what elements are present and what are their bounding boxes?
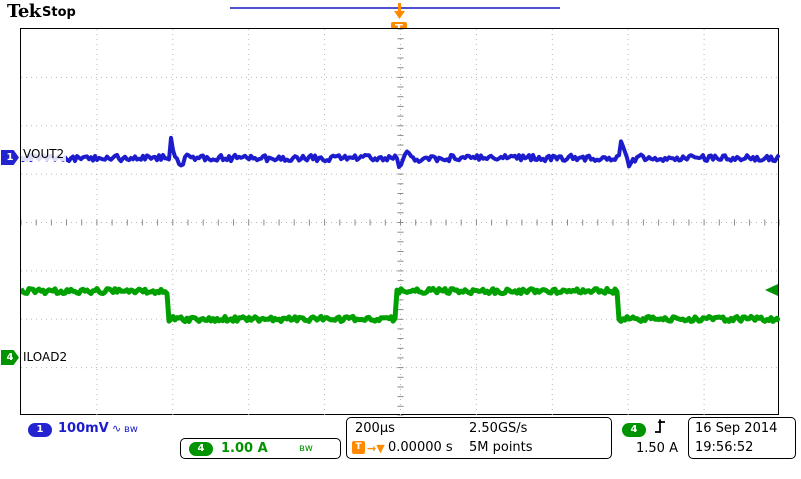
ch1-bandwidth-icon: ʙᴡ (124, 424, 138, 435)
date-readout: 16 Sep 2014 (695, 421, 778, 436)
time-readout: 19:56:52 (695, 440, 754, 455)
trigger-slope-rising-icon (655, 418, 665, 433)
horizontal-readout-box: 200µs 2.50GS/s T →▼ 0.00000 s 5M points (346, 417, 612, 459)
ch1-ac-coupling-icon: ∿ (112, 422, 122, 435)
timebase-readout: 200µs (355, 421, 395, 436)
ch4-scale-readout: 1.00 A (221, 441, 268, 456)
ch1-scale-readout: 100mV (58, 421, 109, 436)
trigger-t-icon: T (352, 441, 365, 454)
record-view-bar (230, 7, 560, 9)
trigger-source-badge: 4 (622, 423, 646, 437)
acquisition-status: Stop (42, 5, 76, 20)
trigger-level-readout: 1.50 A (636, 441, 678, 456)
trigger-position-readout: 0.00000 s (388, 440, 453, 455)
graticule (18, 28, 782, 417)
ch4-trace-label: ILOAD2 (21, 350, 70, 364)
trigger-position-arrow-icon (394, 3, 405, 19)
ch4-iload2-trace (18, 285, 782, 325)
ch4-bandwidth-icon: ʙᴡ (299, 443, 313, 454)
sample-rate-readout: 2.50GS/s (469, 421, 528, 436)
ch1-trace-label: VOUT2 (21, 147, 67, 161)
graticule-grid (20, 28, 781, 417)
ch1-position-marker: 1 (1, 150, 19, 165)
ch1-readout-badge: 1 (28, 423, 52, 437)
trigger-position-glyph: →▼ (367, 442, 385, 455)
ch4-readout-badge: 4 (189, 442, 213, 456)
ch4-readout-box: 4 1.00 A ʙᴡ (180, 438, 341, 459)
tek-logo: Tek (7, 1, 41, 22)
record-length-readout: 5M points (469, 440, 533, 455)
datetime-box: 16 Sep 2014 19:56:52 (688, 417, 796, 459)
waveform-svg (18, 28, 782, 417)
ch4-position-marker: 4 (1, 350, 19, 365)
ch1-vout2-trace (19, 135, 781, 169)
ch4-trigger-level-arrow-icon (765, 284, 778, 296)
